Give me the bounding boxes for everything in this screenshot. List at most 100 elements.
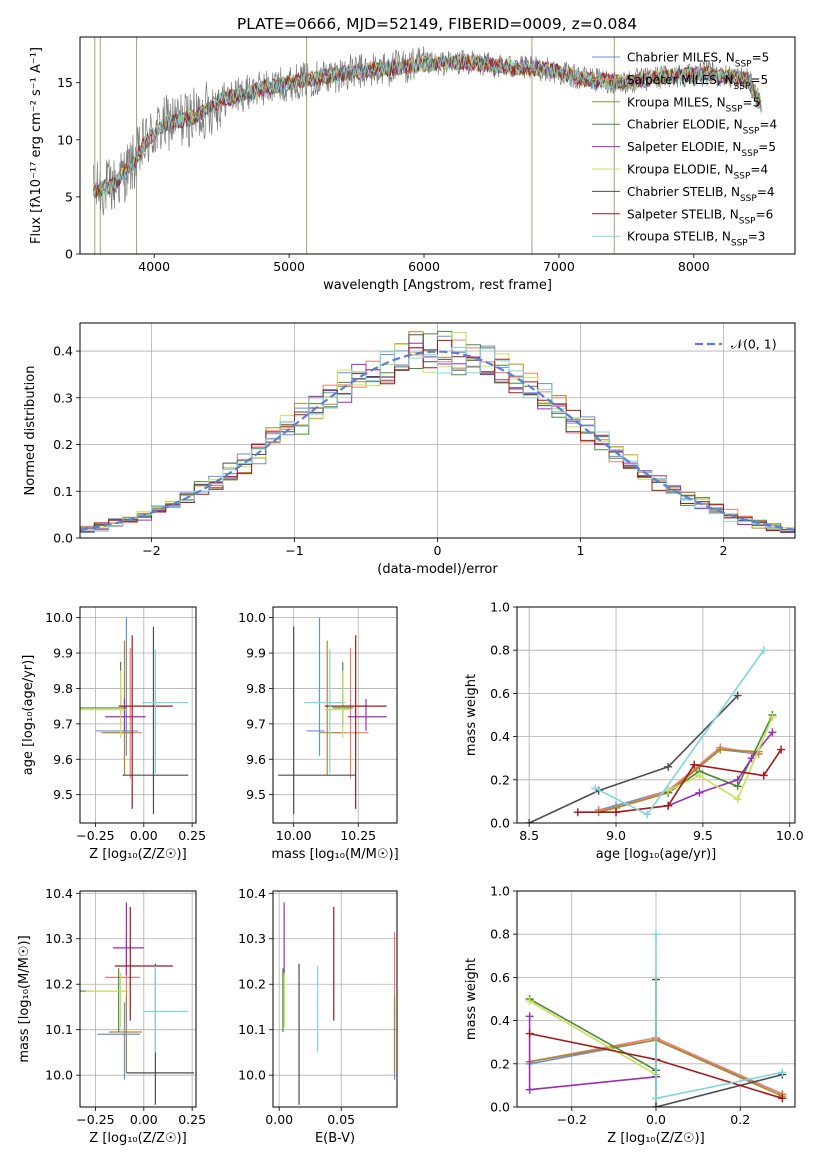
x-tick-label: 0.25 — [178, 828, 206, 843]
y-tick-label: 10.4 — [45, 886, 73, 901]
y-tick-label: 0.2 — [53, 437, 73, 452]
x-axis-label: E(B-V) — [315, 1131, 355, 1146]
x-tick-label: −2 — [142, 543, 160, 558]
x-axis-label: Z [log₁₀(Z/Z☉)] — [607, 1131, 704, 1146]
x-tick-label: 0.2 — [730, 1112, 750, 1127]
y-tick-label: 9.7 — [53, 716, 73, 731]
x-tick-label: 0.00 — [130, 828, 158, 843]
series-marker — [652, 1094, 660, 1103]
series-marker — [690, 760, 699, 769]
weight-vs-age-panel-marks — [525, 646, 786, 823]
x-axis-label: wavelength [Angstrom, rest frame] — [323, 278, 552, 293]
age-vs-mass-panel: 10.00 10.25 9.5 9.6 9.7 9.8 9.9 10.0 mass [log₁₀… — [238, 606, 399, 862]
y-tick-label: 0.8 — [490, 643, 510, 658]
y-tick-label: 0.4 — [53, 344, 73, 359]
series-marker — [525, 1012, 534, 1021]
series-marker — [778, 1094, 787, 1103]
x-tick-label: 8000 — [678, 259, 710, 274]
y-axis-label: mass weight — [464, 958, 479, 1040]
x-tick-label: 0.0 — [646, 1112, 666, 1127]
y-axis-label: age [log₁₀(age/yr)] — [21, 655, 36, 776]
series-marker — [768, 713, 777, 722]
series-marker — [652, 1103, 660, 1107]
series-marker — [778, 1068, 787, 1077]
legend-entry: Kroupa STELIB, NSSP=3 — [627, 230, 765, 249]
y-tick-label: 0.0 — [490, 816, 510, 831]
y-axis-label: Normed distribution — [23, 366, 38, 496]
y-tick-label: 9.5 — [53, 787, 73, 802]
y-tick-label: 9.6 — [53, 752, 73, 767]
axes-frame — [79, 36, 796, 255]
series-marker — [612, 808, 621, 817]
weight-vs-Z-panel: −0.2 0.0 0.2 0.0 0.2 0.4 0.6 0.8 1.0 Z [log₁₀(Z/Z… — [464, 884, 796, 1146]
y-tick-label: 5 — [65, 189, 73, 204]
y-tick-label: 0.4 — [490, 729, 510, 744]
weight-vs-age-panel: 8.5 9.0 9.5 10.0 0.0 0.2 0.4 0.6 0.8 1.0 age [log₁… — [464, 600, 804, 863]
series-line — [667, 716, 774, 801]
series-marker — [591, 784, 600, 793]
legend-entry: Chabrier STELIB, NSSP=4 — [627, 185, 775, 204]
series-marker — [525, 997, 534, 1006]
y-tick-label: 10.0 — [238, 610, 266, 625]
series-marker — [768, 728, 777, 737]
x-axis-label: mass [log₁₀(M/M☉)] — [271, 847, 398, 862]
y-tick-label: 9.9 — [53, 646, 73, 661]
x-tick-label: 8.5 — [519, 828, 539, 843]
series-marker — [733, 691, 742, 700]
y-tick-label: 0.2 — [490, 1056, 510, 1071]
series-line — [577, 749, 782, 814]
y-tick-label: 10.2 — [45, 977, 73, 992]
x-tick-label: 10.00 — [276, 828, 312, 843]
series-marker — [716, 745, 725, 754]
y-axis-label: mass [log₁₀(M/M☉)] — [17, 935, 32, 1062]
histogram-kroupa-stelib — [80, 347, 795, 534]
series-marker — [664, 786, 673, 795]
y-tick-label: 0.3 — [53, 390, 73, 405]
series-marker — [525, 1029, 534, 1038]
y-tick-label: 10.3 — [238, 931, 266, 946]
y-tick-label: 15 — [57, 75, 73, 90]
age-vs-Z-panel: −0.25 0.00 0.25 9.5 9.6 9.7 9.8 9.9 10.0 Z [log₁₀… — [21, 606, 206, 862]
x-tick-label: 0.00 — [265, 1112, 293, 1127]
y-tick-label: 9.7 — [246, 716, 266, 731]
x-tick-label: 2 — [720, 543, 728, 558]
x-axis-label: age [log₁₀(age/yr)] — [596, 847, 717, 862]
x-tick-label: 5000 — [273, 259, 305, 274]
series-marker — [664, 801, 673, 810]
y-axis-label: mass weight — [464, 674, 479, 756]
y-tick-label: 9.8 — [53, 681, 73, 696]
figure-title: PLATE=0666, MJD=52149, FIBERID=0009, z=0… — [237, 15, 637, 33]
x-axis-label: Z [log₁₀(Z/Z☉)] — [89, 1131, 186, 1146]
residuals-panel: −2 −1 0 1 2 0.0 0.1 0.2 0.3 0.4 (data-model)/error… — [23, 322, 796, 577]
legend-entry: Kroupa MILES, NSSP=5 — [627, 95, 760, 114]
mass-vs-ebv-panel: 0.00 0.05 10.0 10.1 10.2 10.3 10.4 E(B-V) — [238, 886, 398, 1146]
axes-frame — [79, 890, 197, 1108]
series-marker — [652, 930, 660, 939]
x-tick-label: −1 — [285, 543, 303, 558]
age-vs-mass-panel-marks — [278, 617, 387, 815]
series-marker — [759, 771, 768, 780]
y-tick-label: 10.4 — [238, 886, 266, 901]
y-tick-label: 10.0 — [45, 1068, 73, 1083]
age-vs-Z-panel-marks — [80, 617, 189, 815]
weight-vs-Z-panel-marks — [525, 930, 787, 1107]
y-tick-label: 0 — [65, 247, 73, 262]
spectrum-lines — [93, 37, 762, 254]
y-tick-label: 10.1 — [238, 1022, 266, 1037]
series-line — [528, 695, 739, 823]
series-marker — [759, 646, 768, 655]
axes-frame — [272, 606, 398, 824]
y-tick-label: 9.8 — [246, 681, 266, 696]
legend-entry: Chabrier ELODIE, NSSP=4 — [627, 118, 777, 137]
x-tick-label: −0.25 — [76, 828, 114, 843]
series-marker — [664, 762, 673, 771]
y-tick-label: 0.6 — [490, 686, 510, 701]
x-tick-label: −0.2 — [557, 1112, 587, 1127]
series-marker — [643, 810, 652, 819]
x-tick-label: 0 — [434, 543, 442, 558]
y-tick-label: 10.0 — [238, 1068, 266, 1083]
y-tick-label: 0.0 — [490, 1100, 510, 1115]
axes-frame — [272, 890, 398, 1108]
legend-entry: Salpeter ELODIE, NSSP=5 — [627, 140, 776, 159]
series-marker — [525, 819, 534, 823]
